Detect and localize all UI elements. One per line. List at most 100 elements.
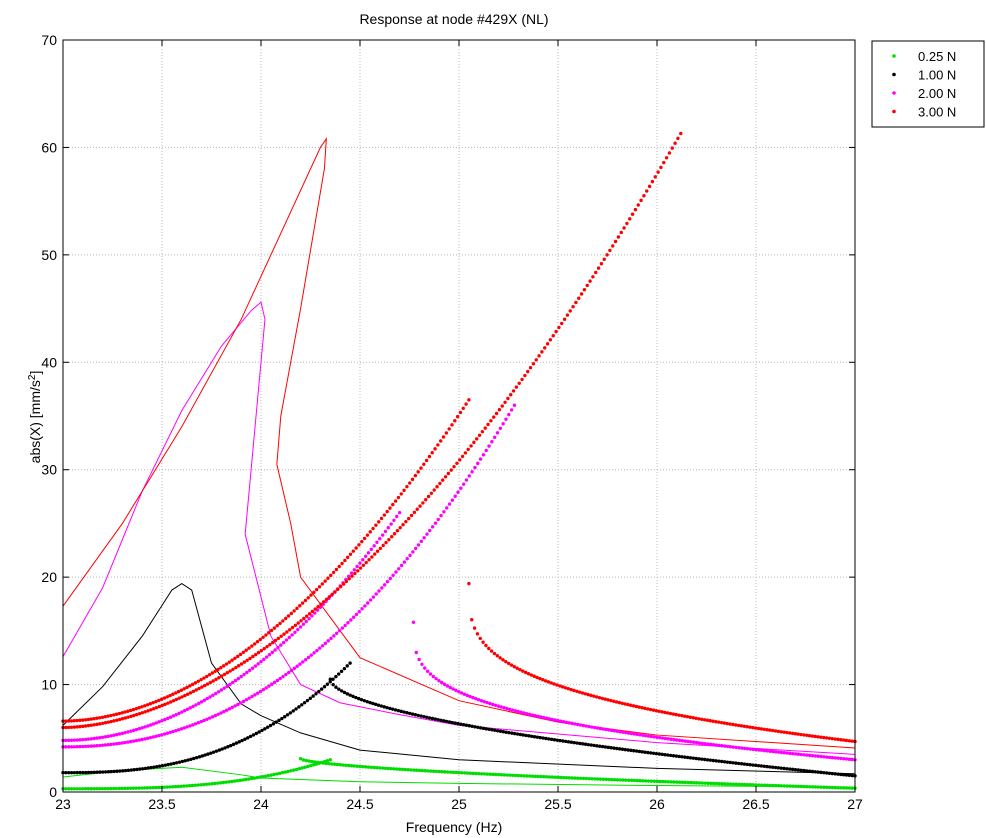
data-point-2-00-n (66, 745, 71, 749)
data-point-3-00-n-upper (348, 552, 353, 556)
data-point-3-00-n (143, 710, 147, 714)
data-point-1-00-n (467, 724, 471, 728)
data-point-2-00-n (674, 738, 679, 742)
data-point-3-00-n (115, 718, 119, 722)
data-point-1-00-n (118, 769, 122, 773)
data-point-0-25-n (776, 784, 781, 788)
data-point-2-00-n-upper (256, 662, 260, 666)
data-point-3-00-n-upper (233, 656, 237, 660)
x-axis-label: Frequency (Hz) (406, 819, 502, 835)
data-point-0-25-n (694, 781, 699, 785)
data-point-1-00-n (759, 764, 764, 768)
data-point-2-00-n (776, 750, 781, 754)
data-point-2-00-n (774, 750, 778, 754)
data-point-2-00-n (165, 731, 170, 735)
data-point-0-25-n (307, 759, 311, 763)
data-point-0-25-n (663, 779, 668, 784)
data-point-3-00-n-upper (171, 692, 175, 696)
data-point-3-00-n (160, 703, 164, 708)
data-point-3-00-n (432, 488, 436, 492)
data-point-0-25-n (499, 773, 504, 777)
data-point-0-25-n (643, 779, 648, 783)
data-point-2-00-n (205, 717, 209, 721)
data-point-2-00-n-upper (160, 719, 164, 723)
data-point-3-00-n (251, 654, 255, 659)
x-tick-label: 26 (649, 796, 665, 812)
data-point-3-00-n (611, 244, 615, 248)
data-point-0-25-n (168, 785, 172, 789)
data-point-3-00-n-upper (424, 458, 429, 463)
data-point-0-25-n (255, 775, 259, 780)
data-point-2-00-n (544, 716, 549, 720)
data-point-3-00-n (455, 461, 459, 465)
data-point-0-25-n (677, 780, 682, 784)
data-point-2-00-n (428, 672, 433, 676)
data-point-2-00-n (491, 702, 495, 707)
data-point-2-00-n (754, 747, 758, 752)
data-point-2-00-n (385, 579, 390, 584)
data-point-2-00-n-upper (284, 638, 289, 642)
data-point-2-00-n-upper (389, 522, 393, 526)
data-point-3-00-n (558, 684, 562, 688)
data-point-0-25-n (830, 785, 835, 790)
data-point-3-00-n (401, 523, 405, 527)
data-point-1-00-n (847, 773, 852, 778)
data-point-0-25-n (301, 758, 306, 762)
y-axis-label-end: ] (27, 371, 43, 375)
data-point-3-00-n (708, 719, 712, 723)
data-point-0-25-n (448, 770, 453, 774)
data-point-3-00-n (288, 628, 292, 632)
data-point-1-00-n (132, 768, 136, 772)
data-point-0-25-n (462, 771, 467, 775)
data-point-1-00-n (836, 772, 840, 776)
data-point-0-25-n (395, 767, 399, 771)
data-point-0-25-n (325, 758, 330, 763)
data-point-1-00-n (776, 766, 781, 770)
data-point-0-25-n (533, 774, 538, 779)
data-point-3-00-n (443, 475, 448, 479)
data-point-0-25-n (629, 778, 634, 783)
data-point-3-00-n (72, 725, 77, 729)
data-point-3-00-n (526, 369, 530, 374)
data-point-3-00-n (562, 317, 567, 321)
data-point-0-25-n (249, 776, 254, 781)
data-point-3-00-n (478, 636, 482, 641)
data-point-1-00-n (78, 770, 82, 775)
data-point-0-25-n (576, 776, 580, 780)
data-point-2-00-n (796, 752, 801, 756)
data-point-2-00-n (351, 615, 356, 619)
data-point-1-00-n (382, 705, 386, 709)
y-tick-label: 10 (41, 677, 57, 693)
data-point-1-00-n (433, 717, 437, 721)
data-point-1-00-n (64, 770, 68, 775)
data-point-3-00-n (637, 705, 641, 709)
data-point-3-00-n (728, 722, 732, 726)
data-point-3-00-n (600, 696, 605, 701)
data-point-0-25-n (536, 774, 540, 779)
data-point-3-00-n (404, 519, 408, 524)
data-point-0-25-n (400, 767, 405, 772)
data-point-1-00-n (544, 736, 548, 741)
data-point-0-25-n (310, 759, 314, 764)
data-point-3-00-n (608, 248, 612, 253)
data-point-1-00-n (620, 747, 625, 751)
data-point-0-25-n (173, 784, 178, 789)
data-point-2-00-n (490, 440, 494, 444)
data-point-1-00-n (549, 737, 554, 742)
data-point-3-00-n-upper (317, 585, 322, 589)
data-point-1-00-n (447, 720, 452, 724)
data-point-1-00-n (331, 682, 335, 687)
data-point-3-00-n-upper (140, 705, 144, 709)
data-point-3-00-n (302, 616, 306, 621)
data-point-1-00-n (192, 756, 196, 761)
data-point-3-00-n-upper (362, 536, 367, 541)
data-point-2-00-n (513, 709, 518, 713)
data-point-1-00-n (657, 752, 662, 756)
data-point-2-00-n-upper (81, 737, 85, 742)
data-point-2-00-n (512, 403, 517, 407)
data-point-2-00-n (584, 724, 588, 728)
data-point-2-00-n (354, 612, 359, 617)
data-point-2-00-n-upper (233, 678, 238, 683)
data-point-2-00-n (394, 570, 398, 574)
data-point-3-00-n-upper (154, 699, 158, 704)
